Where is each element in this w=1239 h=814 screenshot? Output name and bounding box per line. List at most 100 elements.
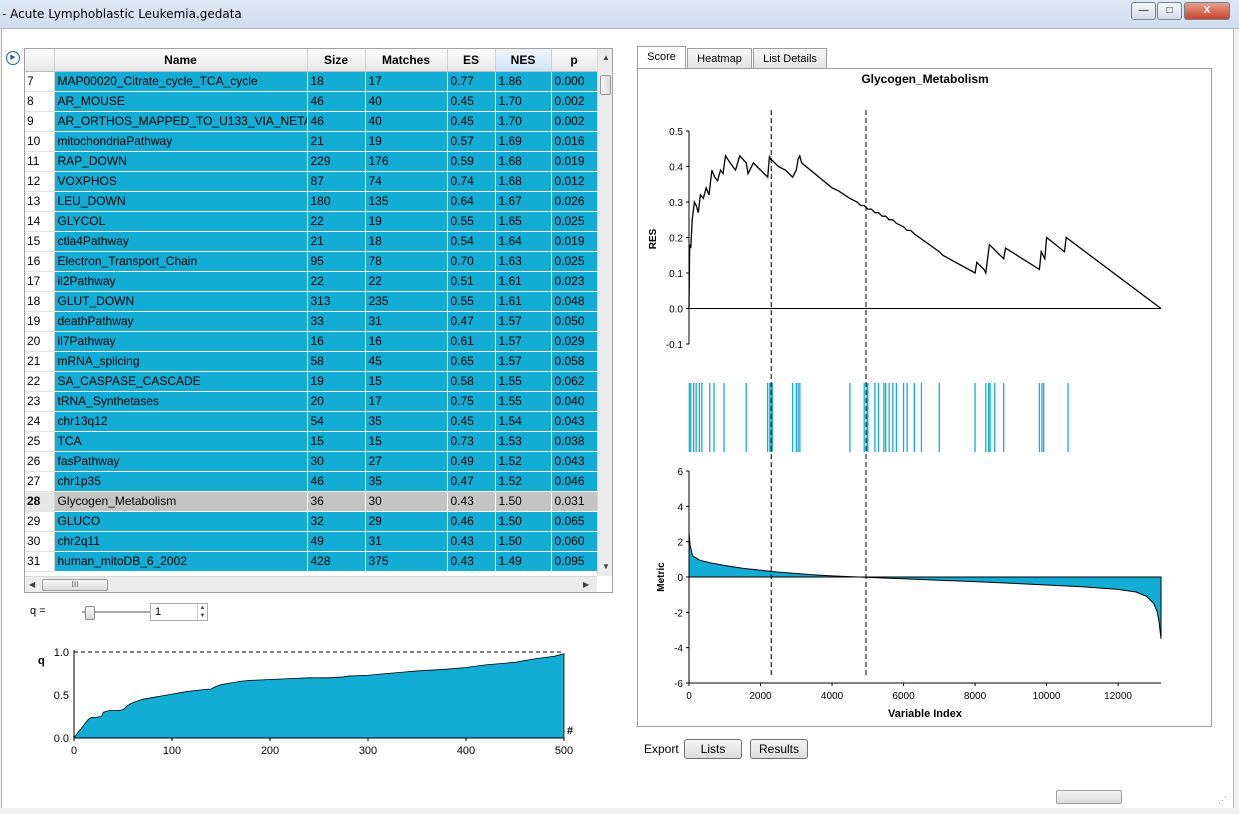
row-number[interactable]: 18 bbox=[25, 291, 55, 312]
cell-es[interactable]: 0.45 bbox=[447, 411, 496, 432]
cell-name[interactable]: VOXPHOS bbox=[54, 171, 308, 192]
cell-p[interactable]: 0.029 bbox=[551, 331, 598, 352]
cell-p[interactable]: 0.043 bbox=[551, 451, 598, 472]
cell-matches[interactable]: 35 bbox=[365, 471, 448, 492]
cell-matches[interactable]: 45 bbox=[365, 351, 448, 372]
column-header-size[interactable]: Size bbox=[307, 49, 366, 72]
cell-name[interactable]: Electron_Transport_Chain bbox=[54, 251, 308, 272]
cell-size[interactable]: 15 bbox=[307, 431, 366, 452]
column-header-name[interactable]: Name bbox=[54, 49, 308, 72]
cell-nes[interactable]: 1.61 bbox=[495, 271, 552, 292]
row-number[interactable]: 30 bbox=[25, 531, 55, 552]
cell-es[interactable]: 0.58 bbox=[447, 371, 496, 392]
resize-grip-icon[interactable]: ⋰ bbox=[1218, 795, 1227, 805]
cell-matches[interactable]: 40 bbox=[365, 91, 448, 112]
export-lists-button[interactable]: Lists bbox=[684, 739, 742, 759]
cell-nes[interactable]: 1.53 bbox=[495, 431, 552, 452]
cell-name[interactable]: Glycogen_Metabolism bbox=[54, 491, 308, 512]
row-number[interactable]: 24 bbox=[25, 411, 55, 432]
tab-score[interactable]: Score bbox=[637, 46, 686, 69]
cell-size[interactable]: 49 bbox=[307, 531, 366, 552]
cell-p[interactable]: 0.002 bbox=[551, 91, 598, 112]
cell-p[interactable]: 0.043 bbox=[551, 411, 598, 432]
scroll-left-icon[interactable]: ◀ bbox=[29, 580, 36, 589]
cell-matches[interactable]: 31 bbox=[365, 531, 448, 552]
cell-p[interactable]: 0.040 bbox=[551, 391, 598, 412]
cell-matches[interactable]: 30 bbox=[365, 491, 448, 512]
table-row[interactable]: 30 chr2q11 49 31 0.43 1.50 0.060 bbox=[25, 531, 598, 552]
cell-matches[interactable]: 17 bbox=[365, 391, 448, 412]
minimize-button[interactable]: — bbox=[1131, 2, 1156, 20]
cell-nes[interactable]: 1.69 bbox=[495, 131, 552, 152]
cell-nes[interactable]: 1.52 bbox=[495, 471, 552, 492]
row-number[interactable]: 16 bbox=[25, 251, 55, 272]
table-row[interactable]: 20 il7Pathway 16 16 0.61 1.57 0.029 bbox=[25, 331, 598, 352]
cell-es[interactable]: 0.75 bbox=[447, 391, 496, 412]
cell-name[interactable]: mitochondriaPathway bbox=[54, 131, 308, 152]
cell-name[interactable]: GLUT_DOWN bbox=[54, 291, 308, 312]
export-results-button[interactable]: Results bbox=[750, 739, 808, 759]
close-button[interactable]: X bbox=[1184, 2, 1230, 20]
cell-es[interactable]: 0.59 bbox=[447, 151, 496, 172]
cell-es[interactable]: 0.43 bbox=[447, 531, 496, 552]
cell-es[interactable]: 0.45 bbox=[447, 91, 496, 112]
row-number[interactable]: 23 bbox=[25, 391, 55, 412]
cell-name[interactable]: human_mitoDB_6_2002 bbox=[54, 551, 308, 572]
cell-es[interactable]: 0.57 bbox=[447, 131, 496, 152]
table-row[interactable]: 26 fasPathway 30 27 0.49 1.52 0.043 bbox=[25, 451, 598, 472]
table-row[interactable]: 27 chr1p35 46 35 0.47 1.52 0.046 bbox=[25, 471, 598, 492]
cell-nes[interactable]: 1.55 bbox=[495, 391, 552, 412]
table-row[interactable]: 8 AR_MOUSE 46 40 0.45 1.70 0.002 bbox=[25, 91, 598, 112]
cell-p[interactable]: 0.038 bbox=[551, 431, 598, 452]
table-row[interactable]: 16 Electron_Transport_Chain 95 78 0.70 1.63 0.… bbox=[25, 251, 598, 272]
cell-size[interactable]: 87 bbox=[307, 171, 366, 192]
cell-size[interactable]: 30 bbox=[307, 451, 366, 472]
cell-es[interactable]: 0.70 bbox=[447, 251, 496, 272]
cell-name[interactable]: RAP_DOWN bbox=[54, 151, 308, 172]
cell-size[interactable]: 229 bbox=[307, 151, 366, 172]
row-number[interactable]: 14 bbox=[25, 211, 55, 232]
cell-nes[interactable]: 1.50 bbox=[495, 511, 552, 532]
cell-es[interactable]: 0.74 bbox=[447, 171, 496, 192]
cell-p[interactable]: 0.025 bbox=[551, 251, 598, 272]
cell-matches[interactable]: 15 bbox=[365, 431, 448, 452]
cell-p[interactable]: 0.062 bbox=[551, 371, 598, 392]
row-number[interactable]: 22 bbox=[25, 371, 55, 392]
cell-size[interactable]: 33 bbox=[307, 311, 366, 332]
tab-list-details[interactable]: List Details bbox=[753, 48, 827, 69]
cell-p[interactable]: 0.060 bbox=[551, 531, 598, 552]
cell-es[interactable]: 0.49 bbox=[447, 451, 496, 472]
row-number[interactable]: 26 bbox=[25, 451, 55, 472]
row-number[interactable]: 7 bbox=[25, 71, 55, 92]
row-number[interactable]: 25 bbox=[25, 431, 55, 452]
cell-name[interactable]: chr1p35 bbox=[54, 471, 308, 492]
cell-p[interactable]: 0.026 bbox=[551, 191, 598, 212]
cell-matches[interactable]: 18 bbox=[365, 231, 448, 252]
scroll-right-icon[interactable]: ▶ bbox=[583, 580, 590, 589]
cell-size[interactable]: 95 bbox=[307, 251, 366, 272]
cell-size[interactable]: 18 bbox=[307, 71, 366, 92]
table-row[interactable]: 29 GLUCO 32 29 0.46 1.50 0.065 bbox=[25, 511, 598, 532]
cell-es[interactable]: 0.61 bbox=[447, 331, 496, 352]
cell-name[interactable]: SA_CASPASE_CASCADE bbox=[54, 371, 308, 392]
tab-heatmap[interactable]: Heatmap bbox=[687, 48, 752, 69]
cell-matches[interactable]: 176 bbox=[365, 151, 448, 172]
cell-nes[interactable]: 1.70 bbox=[495, 91, 552, 112]
row-number[interactable]: 11 bbox=[25, 151, 55, 172]
column-header-matches[interactable]: Matches bbox=[365, 49, 448, 72]
cell-matches[interactable]: 31 bbox=[365, 311, 448, 332]
row-number[interactable]: 10 bbox=[25, 131, 55, 152]
row-number[interactable]: 31 bbox=[25, 551, 55, 572]
cell-name[interactable]: fasPathway bbox=[54, 451, 308, 472]
cell-nes[interactable]: 1.57 bbox=[495, 331, 552, 352]
cell-name[interactable]: il7Pathway bbox=[54, 331, 308, 352]
cell-es[interactable]: 0.77 bbox=[447, 71, 496, 92]
cell-es[interactable]: 0.73 bbox=[447, 431, 496, 452]
cell-name[interactable]: ctla4Pathway bbox=[54, 231, 308, 252]
cell-p[interactable]: 0.050 bbox=[551, 311, 598, 332]
q-value-input[interactable]: 1 bbox=[150, 603, 208, 621]
table-row[interactable]: 24 chr13q12 54 35 0.45 1.54 0.043 bbox=[25, 411, 598, 432]
cell-es[interactable]: 0.55 bbox=[447, 211, 496, 232]
cell-matches[interactable]: 29 bbox=[365, 511, 448, 532]
table-row[interactable]: 21 mRNA_splicing 58 45 0.65 1.57 0.058 bbox=[25, 351, 598, 372]
